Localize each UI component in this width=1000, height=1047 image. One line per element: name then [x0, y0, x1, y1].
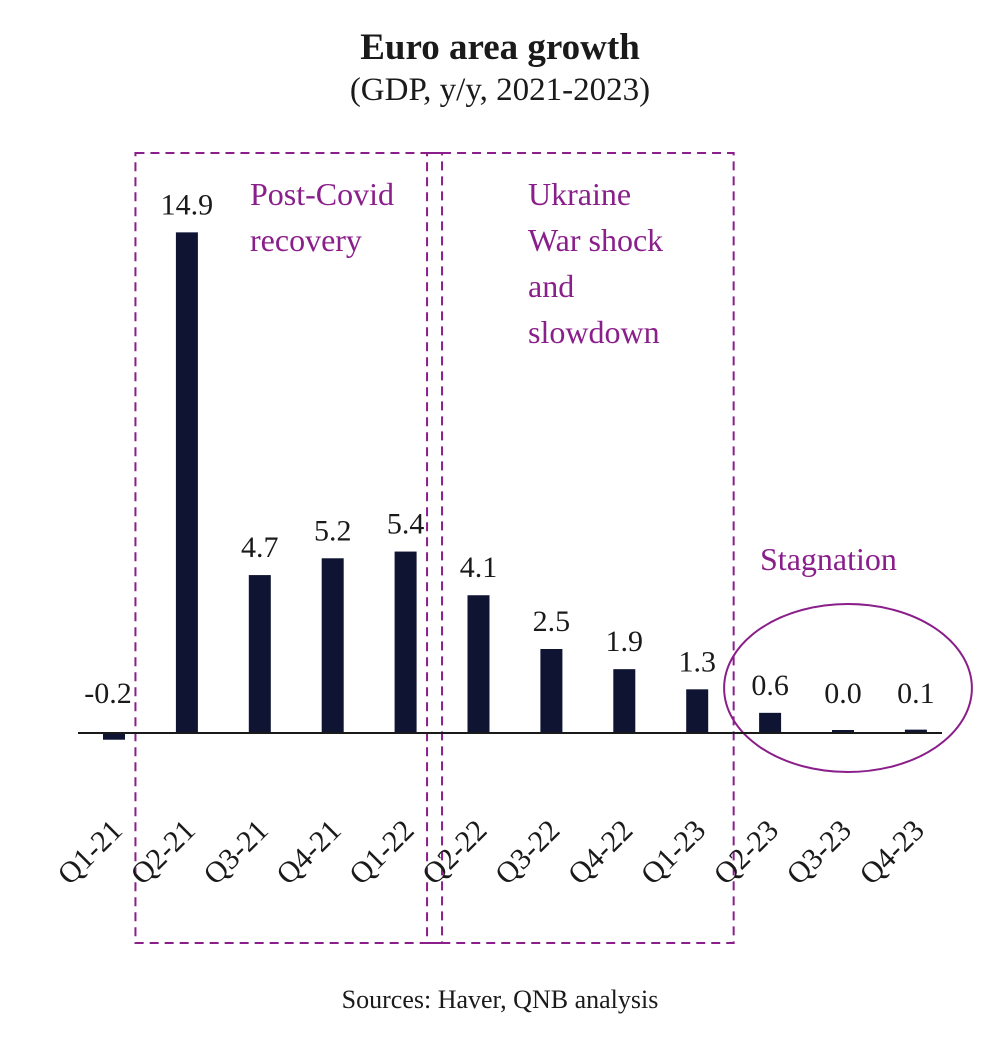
bar-Q3-22 [540, 649, 563, 733]
post-covid-box [134, 152, 444, 944]
annotation-boxes [134, 152, 973, 944]
tick-label-Q1-22: Q1-22 [343, 814, 421, 892]
bar-Q4-23 [904, 729, 927, 733]
bar-Q4-21 [321, 558, 344, 733]
value-label-Q1-22: 5.4 [387, 508, 425, 541]
ukraine-label-line-1: Ukraine [528, 176, 631, 212]
bar-Q2-23 [759, 712, 782, 733]
tick-label-Q2-23: Q2-23 [708, 814, 786, 892]
post-covid-label-line-2: recovery [250, 222, 362, 258]
tick-label-Q1-21: Q1-21 [51, 814, 129, 892]
tick-label-Q4-22: Q4-22 [562, 814, 640, 892]
tick-label-Q4-23: Q4-23 [853, 814, 931, 892]
ukraine-label-line-2: War shock [528, 222, 663, 258]
value-label-Q2-23: 0.6 [751, 669, 789, 702]
post-covid-label-line-1: Post-Covid [250, 176, 394, 212]
chart-subtitle: (GDP, y/y, 2021-2023) [349, 72, 651, 108]
value-label-Q2-21: 14.9 [161, 188, 214, 221]
annotation-texts: Post-Covid recovery Ukraine War shock and slo… [250, 176, 897, 577]
value-label-Q4-22: 1.9 [606, 625, 644, 658]
source-note: Sources: Haver, QNB analysis [341, 985, 659, 1014]
value-label-Q4-23: 0.1 [897, 677, 935, 710]
tick-label-Q3-23: Q3-23 [780, 814, 858, 892]
bar-Q2-21 [175, 232, 198, 734]
bar-Q4-22 [613, 669, 636, 733]
value-label-Q2-22: 4.1 [460, 551, 498, 584]
stagnation-ellipse [723, 603, 973, 773]
bar-Q2-22 [467, 595, 490, 733]
bars [103, 232, 927, 740]
bar-Q3-21 [248, 575, 271, 733]
value-label-Q1-21: -0.2 [84, 677, 132, 710]
value-labels: -0.2 14.9 4.7 5.2 5.4 4.1 2.5 1.9 1.3 0.6 0.0 0.1 [84, 188, 934, 710]
ukraine-label-line-4: slowdown [528, 314, 660, 350]
tick-labels: Q1-21Q2-21Q3-21Q4-21Q1-22Q2-22Q3-22Q4-22… [51, 814, 930, 892]
bar-Q1-22 [394, 551, 417, 733]
ukraine-box [426, 152, 735, 944]
tick-label-Q4-21: Q4-21 [270, 814, 348, 892]
tick-label-Q1-23: Q1-23 [635, 814, 713, 892]
bar-Q1-21 [103, 733, 125, 740]
chart-title: Euro area growth [360, 27, 640, 68]
ukraine-label-line-3: and [528, 268, 574, 304]
bar-Q1-23 [686, 689, 709, 733]
value-label-Q1-23: 1.3 [678, 645, 716, 678]
stagnation-label-line-1: Stagnation [760, 541, 897, 577]
tick-label-Q3-21: Q3-21 [197, 814, 275, 892]
tick-label-Q3-22: Q3-22 [489, 814, 567, 892]
value-label-Q3-21: 4.7 [241, 531, 279, 564]
value-label-Q3-23: 0.0 [824, 677, 862, 710]
chart-header: Euro area growth (GDP, y/y, 2021-2023) [0, 26, 1000, 110]
bar-Q3-23 [832, 730, 854, 733]
value-label-Q4-21: 5.2 [314, 514, 352, 547]
value-label-Q3-22: 2.5 [533, 605, 571, 638]
